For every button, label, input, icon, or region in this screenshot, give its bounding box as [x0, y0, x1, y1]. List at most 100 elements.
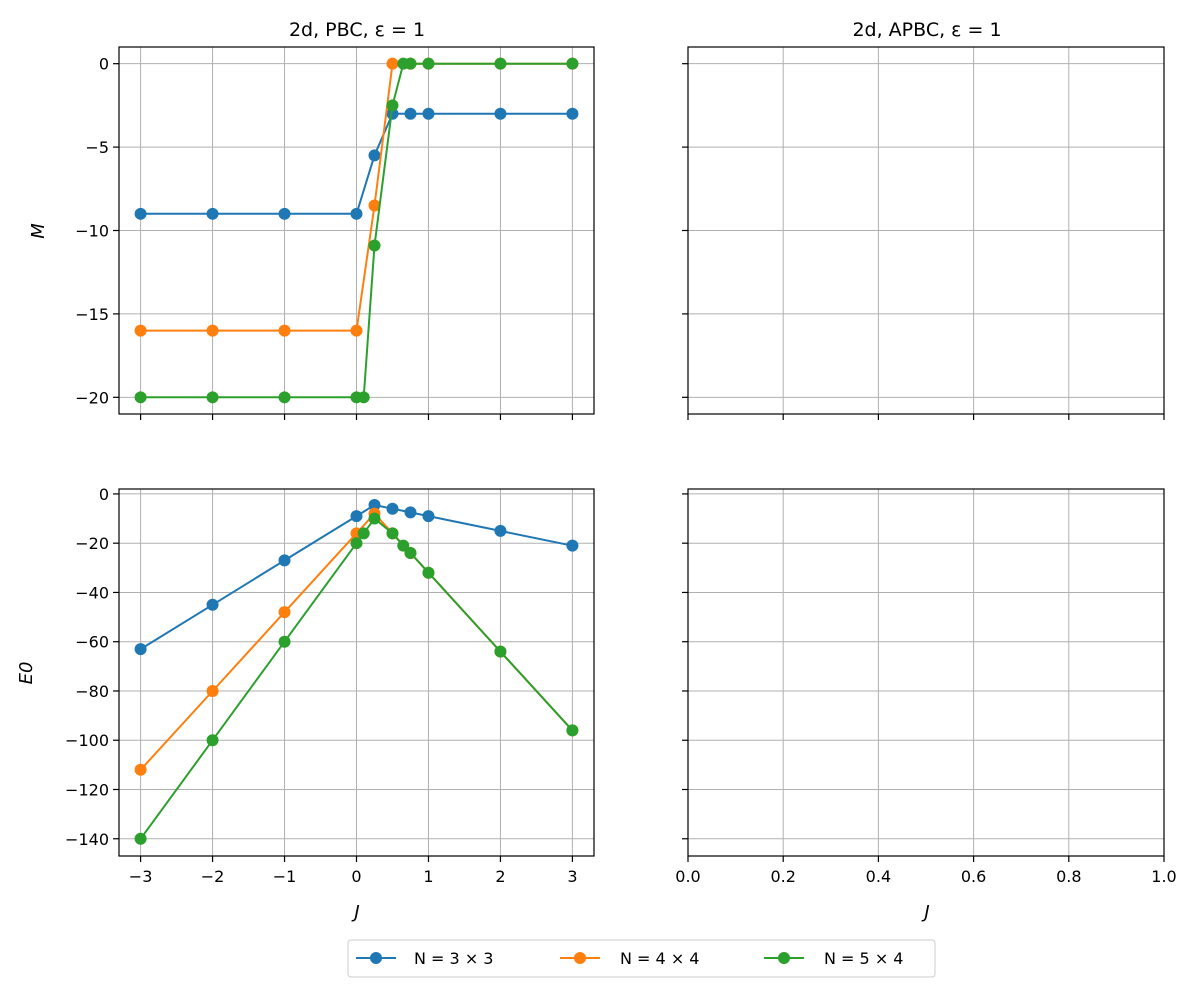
data-point	[350, 324, 363, 337]
y-tick-label: −80	[75, 682, 109, 701]
data-point	[494, 524, 507, 537]
legend: N = 3 × 3 N = 4 × 4 N = 5 × 4	[347, 939, 936, 978]
y-tick-label: −15	[75, 305, 109, 324]
y-tick-label: −60	[75, 633, 109, 652]
y-tick-label: −20	[75, 388, 109, 407]
panel-pbc-magnetization: 0 −5 −10 −15 −20	[75, 46, 595, 420]
axes-frame	[687, 488, 1165, 857]
y-tick-label: −5	[85, 138, 109, 157]
data-point	[206, 598, 219, 611]
data-point	[566, 539, 579, 552]
x-tick-label: 2	[495, 867, 505, 886]
data-point	[422, 57, 435, 70]
y-tick-label: −10	[75, 222, 109, 241]
data-point	[397, 539, 410, 552]
legend-entry-n5x4: N = 5 × 4	[764, 949, 903, 968]
data-point	[368, 199, 381, 212]
data-point	[422, 510, 435, 523]
y-tick-label: −120	[65, 780, 109, 799]
data-point	[206, 324, 219, 337]
data-point	[278, 635, 291, 648]
data-point	[206, 207, 219, 220]
panel-title-pbc: 2d, PBC, ε = 1	[289, 19, 425, 41]
x-axis-label-j-right: J	[921, 902, 929, 923]
data-point	[386, 107, 399, 120]
x-tick-label: 0	[351, 867, 361, 886]
data-point	[494, 57, 507, 70]
panel-apbc-magnetization	[682, 46, 1165, 420]
data-point	[386, 502, 399, 515]
data-point	[350, 207, 363, 220]
y-axis-label-m: M	[28, 223, 49, 239]
data-point	[368, 239, 381, 252]
x-tick-label: −1	[273, 867, 297, 886]
y-tick-label: −40	[75, 583, 109, 602]
data-point	[386, 99, 399, 112]
legend-marker-n4x4	[574, 952, 586, 964]
data-point	[357, 391, 370, 404]
panel-apbc-energy: 0.0 0.2 0.4 0.6 0.8 1.0	[675, 488, 1177, 886]
x-axis-label-j-left: J	[351, 902, 359, 923]
data-point	[278, 554, 291, 567]
data-point	[404, 107, 417, 120]
x-tick-label: 0.8	[1056, 867, 1081, 886]
data-point	[494, 645, 507, 658]
data-point	[494, 107, 507, 120]
data-point	[206, 391, 219, 404]
data-point	[278, 606, 291, 619]
data-point	[206, 734, 219, 747]
data-point	[350, 537, 363, 550]
y-tick-label: −140	[65, 830, 109, 849]
data-point	[206, 684, 219, 697]
legend-box	[347, 939, 936, 978]
y-tick-label: −100	[65, 731, 109, 750]
data-point	[357, 527, 370, 540]
data-point	[134, 832, 147, 845]
y-axis-label-e0: E0	[16, 662, 37, 685]
legend-entry-n4x4: N = 4 × 4	[560, 949, 699, 968]
x-tick-label: 0.2	[770, 867, 795, 886]
x-tick-label: 0.4	[866, 867, 891, 886]
data-point	[566, 724, 579, 737]
legend-marker-n3x3	[370, 952, 382, 964]
x-tick-label: 1.0	[1151, 867, 1176, 886]
series-line-2	[139, 517, 574, 840]
data-point	[134, 643, 147, 656]
y-tick-label: 0	[99, 55, 109, 74]
data-point	[368, 499, 381, 512]
data-point	[566, 57, 579, 70]
data-point	[422, 107, 435, 120]
y-tick-label: −20	[75, 534, 109, 553]
x-tick-label: 1	[423, 867, 433, 886]
data-point	[566, 107, 579, 120]
data-point	[368, 149, 381, 162]
data-point	[386, 527, 399, 540]
data-point	[404, 547, 417, 560]
x-tick-label: −2	[201, 867, 225, 886]
panel-title-apbc: 2d, APBC, ε = 1	[852, 19, 1001, 41]
data-point	[404, 506, 417, 519]
y-tick-label: 0	[99, 485, 109, 504]
x-tick-label: 3	[567, 867, 577, 886]
data-point	[368, 512, 381, 525]
data-point	[278, 324, 291, 337]
data-point	[350, 510, 363, 523]
data-point	[278, 391, 291, 404]
data-point	[386, 57, 399, 70]
x-tick-label: 0.6	[961, 867, 986, 886]
data-point	[134, 207, 147, 220]
legend-label-n4x4: N = 4 × 4	[620, 949, 699, 968]
legend-marker-n5x4	[778, 952, 790, 964]
legend-label-n5x4: N = 5 × 4	[824, 949, 903, 968]
legend-label-n3x3: N = 3 × 3	[414, 949, 493, 968]
x-tick-label: 0.0	[675, 867, 700, 886]
series-line-0	[140, 503, 573, 650]
data-point	[422, 566, 435, 579]
data-point	[134, 391, 147, 404]
data-point	[134, 324, 147, 337]
legend-entry-n3x3: N = 3 × 3	[356, 949, 493, 968]
data-point	[278, 207, 291, 220]
series-line-2	[140, 62, 573, 399]
data-point	[404, 57, 417, 70]
